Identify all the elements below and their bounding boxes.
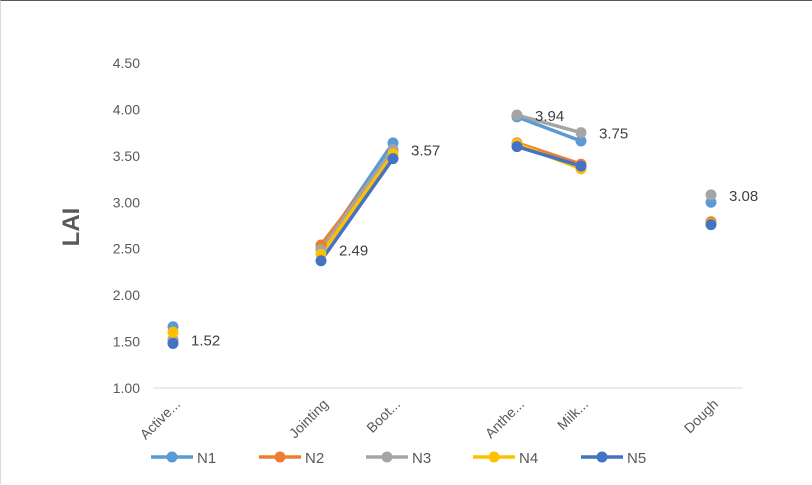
series-line-n5 xyxy=(319,156,395,263)
data-label: 3.57 xyxy=(411,142,440,159)
x-tick-label: Jointing xyxy=(286,396,331,441)
x-tick-label: Anthe... xyxy=(482,396,527,441)
data-labels: 1.52 2.49 3.57 3.94 3.75 3.08 xyxy=(191,108,758,350)
y-tick-label: 1.00 xyxy=(113,380,140,396)
data-label: 3.75 xyxy=(599,126,628,143)
data-label: 3.94 xyxy=(535,108,564,125)
data-point-n5 xyxy=(315,255,327,267)
y-tick-label: 1.50 xyxy=(113,334,140,350)
data-point-n5 xyxy=(705,219,717,231)
series-line-n3 xyxy=(515,113,583,135)
data-point-n5 xyxy=(387,153,399,165)
legend-swatch-marker-n3 xyxy=(381,451,393,463)
data-point-n4 xyxy=(167,326,179,338)
data-label: 1.52 xyxy=(191,333,220,350)
legend-label-n4: N4 xyxy=(519,450,538,467)
y-tick-label: 3.00 xyxy=(113,194,140,210)
x-tick-label: Active... xyxy=(137,396,184,443)
legend-swatch-marker-n4 xyxy=(488,451,500,463)
legend-label-n5: N5 xyxy=(627,450,646,467)
data-point-n3 xyxy=(511,109,523,121)
legend-swatch-marker-n2 xyxy=(274,451,286,463)
y-tick-label: 2.50 xyxy=(113,241,140,257)
data-label: 3.08 xyxy=(729,188,758,205)
data-point-n3 xyxy=(575,127,587,139)
data-label: 2.49 xyxy=(339,243,368,260)
x-tick-label: Milk... xyxy=(554,396,591,433)
series-line-n4 xyxy=(319,152,395,257)
y-tick-label: 3.50 xyxy=(113,148,140,164)
series-line-n1 xyxy=(515,115,583,143)
y-tick-label: 2.00 xyxy=(113,287,140,303)
legend: N1 N2 N3 N4 N5 xyxy=(151,450,646,467)
y-tick-label: 4.50 xyxy=(113,55,140,71)
x-tick-label: Dough xyxy=(681,396,721,436)
y-tick-label: 4.00 xyxy=(113,101,140,117)
data-point-n1 xyxy=(575,135,587,147)
data-point-n5 xyxy=(511,141,523,153)
x-tick-label: Boot... xyxy=(363,396,403,436)
series-line-n5 xyxy=(515,144,583,168)
series-points xyxy=(167,109,717,349)
legend-swatch-marker-n5 xyxy=(596,451,608,463)
series-line-n3 xyxy=(319,147,395,252)
y-axis-ticks: 1.00 1.50 2.00 2.50 3.00 3.50 4.00 4.50 xyxy=(113,55,140,396)
legend-swatch-marker-n1 xyxy=(166,451,178,463)
series-lines xyxy=(319,113,583,263)
legend-label-n1: N1 xyxy=(197,450,216,467)
data-point-n3 xyxy=(705,189,717,201)
y-axis-title: LAI xyxy=(58,208,85,247)
data-point-n5 xyxy=(575,160,587,172)
legend-label-n3: N3 xyxy=(412,450,431,467)
data-point-n5 xyxy=(167,337,179,349)
x-axis-category-labels: Active... Jointing Boot... Anthe... Milk... D… xyxy=(137,396,722,443)
legend-label-n2: N2 xyxy=(305,450,324,467)
